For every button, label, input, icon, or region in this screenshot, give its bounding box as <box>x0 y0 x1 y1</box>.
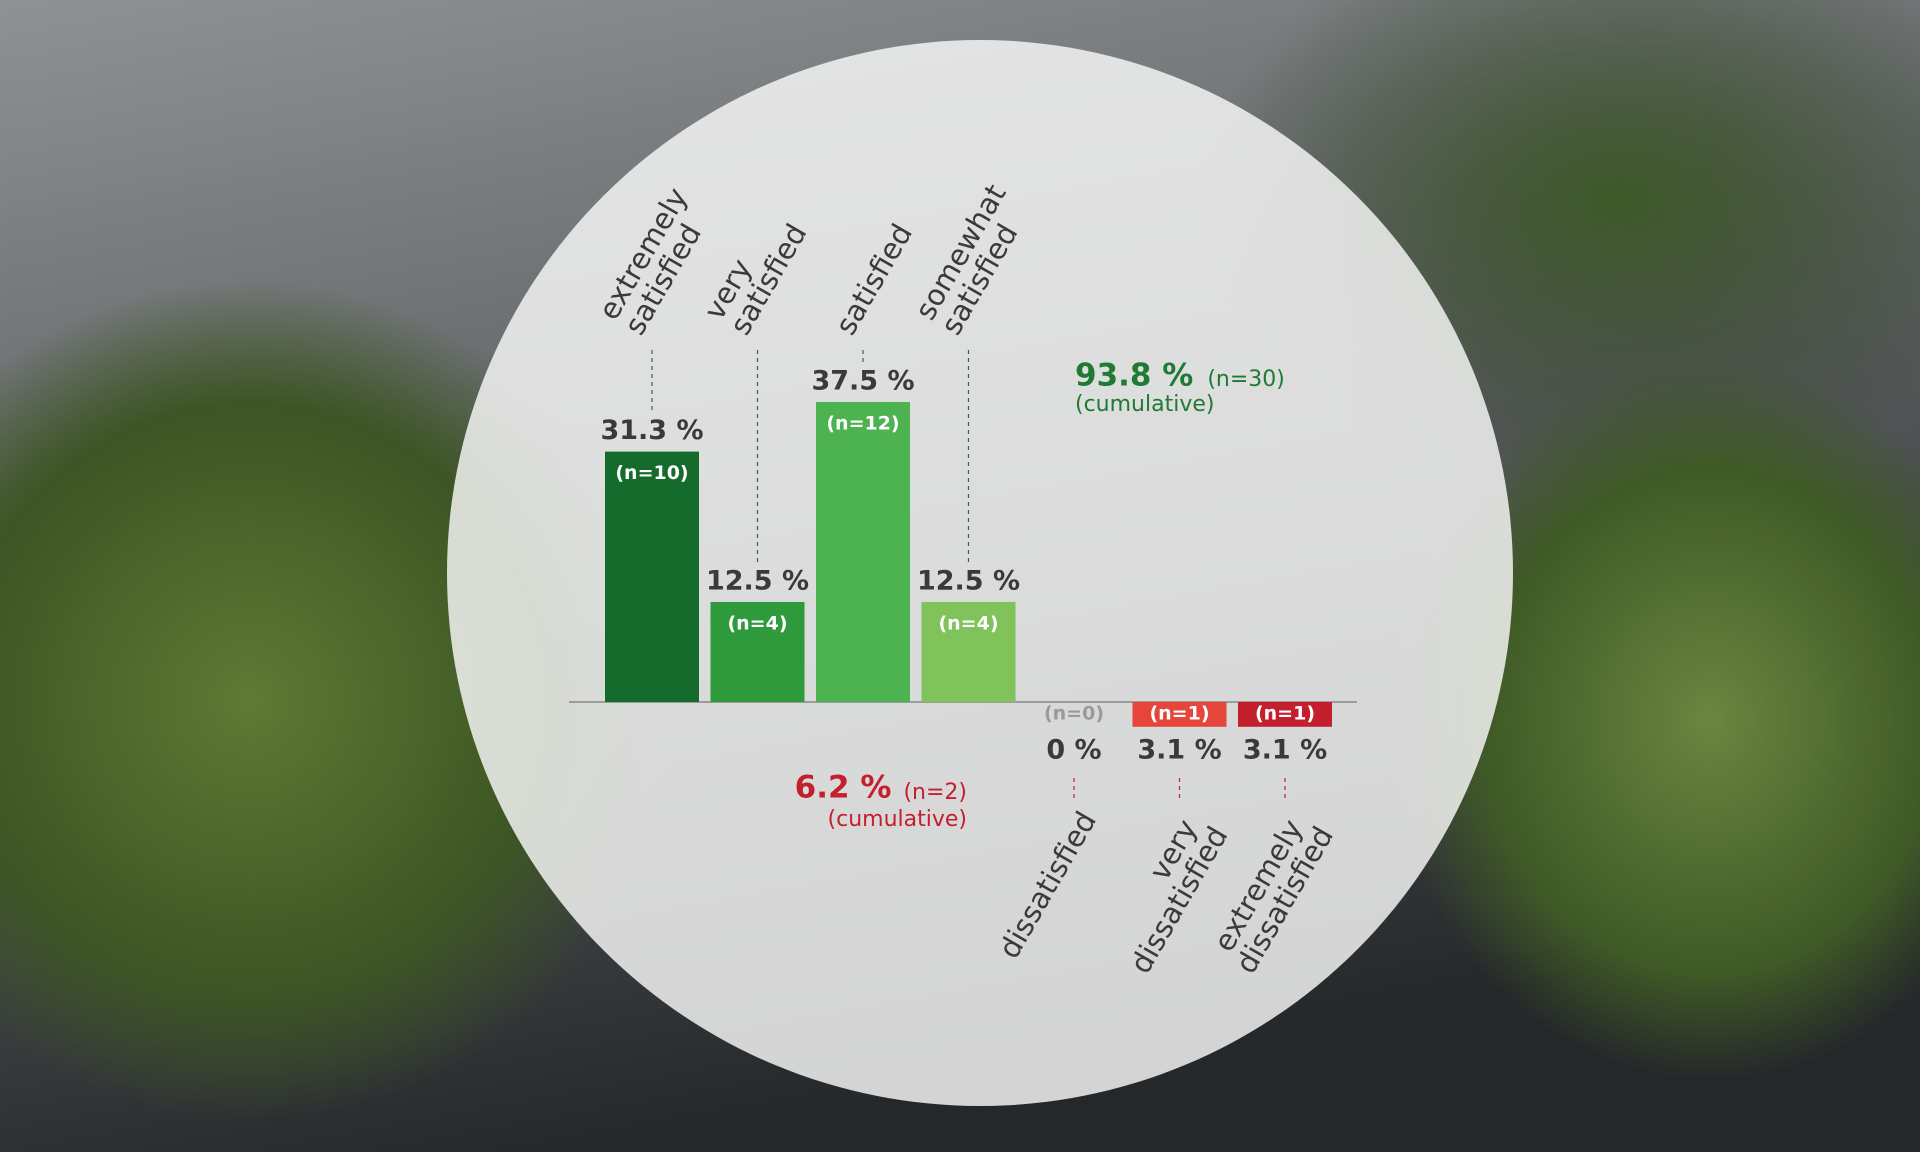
value-label: 31.3 % <box>600 415 703 446</box>
cumulative-value: 6.2 % <box>795 770 892 806</box>
value-label: 3.1 % <box>1137 735 1221 766</box>
count-label: (n=0) <box>1044 703 1104 725</box>
count-label: (n=1) <box>1149 703 1209 725</box>
bar <box>605 451 699 702</box>
bar <box>921 602 1016 702</box>
value-label: 12.5 % <box>706 566 809 597</box>
value-label: 37.5 % <box>811 366 914 397</box>
bar <box>1238 702 1332 727</box>
count-label: (n=4) <box>938 613 998 635</box>
count-label: (n=12) <box>826 413 899 435</box>
cumulative-count: (n=2) <box>903 780 967 805</box>
cumulative-value: 93.8 % <box>1075 358 1193 394</box>
background-bud <box>1390 360 1920 1080</box>
cumulative-note: (cumulative) <box>828 807 967 832</box>
cumulative-note: (cumulative) <box>1075 392 1214 417</box>
count-label: (n=4) <box>727 613 787 635</box>
bar <box>710 602 805 702</box>
bar <box>816 402 910 702</box>
value-label: 3.1 % <box>1243 735 1327 766</box>
plot-circle <box>447 40 1513 1106</box>
value-label: 0 % <box>1046 735 1101 766</box>
count-label: (n=10) <box>615 462 688 484</box>
cumulative-count: (n=30) <box>1207 367 1285 392</box>
bar <box>1132 702 1227 727</box>
count-label: (n=1) <box>1255 703 1315 725</box>
value-label: 12.5 % <box>917 566 1020 597</box>
